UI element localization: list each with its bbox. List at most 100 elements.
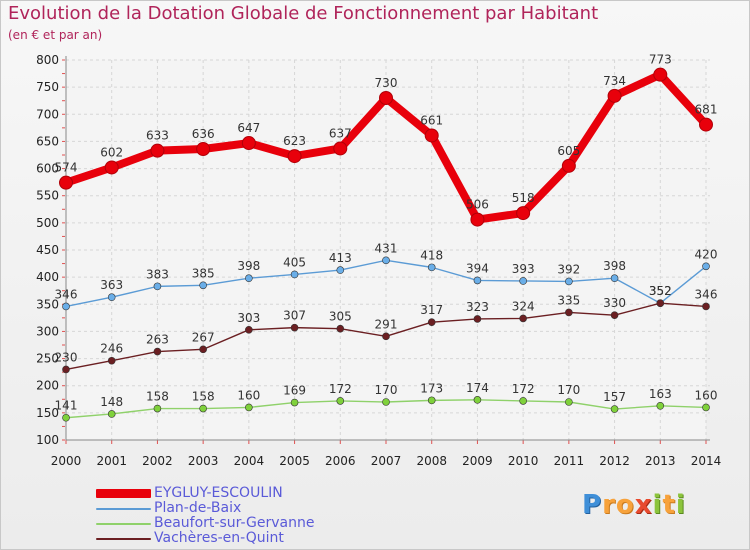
data-label-vach-res-en-quint: 346 — [695, 287, 718, 301]
data-point-vach-res-en-quint — [610, 311, 619, 319]
x-tick-label: 2001 — [96, 454, 127, 468]
x-tick-label: 2003 — [188, 454, 219, 468]
data-point-beaufort-sur-gervanne — [702, 403, 710, 412]
data-point-vach-res-en-quint — [245, 325, 253, 334]
x-tick-label: 2000 — [51, 454, 82, 468]
data-point-eygluy-escoulin — [424, 128, 439, 143]
data-label-eygluy-escoulin: 574 — [55, 161, 78, 175]
data-point-plan-de-baix — [199, 281, 207, 290]
data-point-eygluy-escoulin — [516, 206, 531, 221]
y-tick-label: 650 — [36, 134, 59, 148]
data-label-plan-de-baix: 398 — [237, 259, 260, 273]
data-point-beaufort-sur-gervanne — [336, 397, 345, 405]
data-point-beaufort-sur-gervanne — [382, 398, 390, 406]
y-tick-label: 600 — [36, 162, 59, 176]
y-tick-label: 550 — [36, 189, 59, 203]
chart-title: Evolution de la Dotation Globale de Fonc… — [8, 3, 599, 24]
legend-swatch-vacheres-en-quint — [96, 538, 151, 540]
data-point-plan-de-baix — [336, 266, 345, 274]
data-label-eygluy-escoulin: 661 — [420, 113, 443, 127]
data-point-beaufort-sur-gervanne — [565, 398, 573, 406]
data-point-plan-de-baix — [107, 293, 116, 302]
data-label-eygluy-escoulin: 602 — [100, 145, 123, 159]
x-tick-label: 2012 — [599, 454, 630, 468]
data-point-beaufort-sur-gervanne — [610, 405, 619, 413]
data-point-eygluy-escoulin — [561, 158, 576, 173]
data-point-eygluy-escoulin — [699, 117, 713, 132]
data-point-vach-res-en-quint — [702, 302, 710, 311]
x-tick-label: 2010 — [508, 454, 539, 468]
data-point-vach-res-en-quint — [519, 314, 527, 323]
data-label-eygluy-escoulin: 506 — [466, 198, 489, 212]
data-label-vach-res-en-quint: 330 — [603, 296, 626, 310]
data-point-eygluy-escoulin — [287, 149, 302, 164]
data-label-eygluy-escoulin: 681 — [695, 103, 718, 117]
legend-swatch-beaufort-sur-gervanne — [96, 523, 151, 525]
data-label-plan-de-baix: 431 — [375, 241, 398, 255]
data-point-vach-res-en-quint — [427, 318, 436, 327]
data-point-vach-res-en-quint — [382, 332, 390, 341]
data-point-vach-res-en-quint — [565, 308, 573, 317]
data-point-plan-de-baix — [290, 270, 299, 279]
x-tick-label: 2009 — [462, 454, 493, 468]
data-label-vach-res-en-quint: 324 — [512, 299, 535, 313]
y-tick-label: 150 — [36, 406, 59, 420]
data-label-plan-de-baix: 363 — [100, 278, 123, 292]
legend-label-eygluy-escoulin: EYGLUY-ESCOULIN — [154, 485, 283, 501]
data-label-beaufort-sur-gervanne: 163 — [649, 387, 672, 401]
data-point-plan-de-baix — [473, 276, 482, 285]
data-point-beaufort-sur-gervanne — [656, 401, 665, 410]
data-label-vach-res-en-quint: 303 — [237, 311, 260, 325]
data-point-vach-res-en-quint — [153, 347, 162, 356]
legend-swatch-plan-de-baix — [96, 508, 151, 510]
data-label-beaufort-sur-gervanne: 172 — [329, 382, 352, 396]
data-label-vach-res-en-quint: 267 — [192, 330, 215, 344]
data-label-beaufort-sur-gervanne: 169 — [283, 384, 306, 398]
data-point-plan-de-baix — [702, 262, 710, 271]
data-label-plan-de-baix: 385 — [192, 266, 215, 280]
data-label-beaufort-sur-gervanne: 158 — [146, 390, 169, 404]
data-point-eygluy-escoulin — [150, 143, 165, 158]
data-point-beaufort-sur-gervanne — [62, 413, 70, 422]
x-tick-label: 2011 — [554, 454, 585, 468]
data-point-eygluy-escoulin — [607, 88, 622, 103]
data-label-plan-de-baix: 383 — [146, 267, 169, 281]
data-label-beaufort-sur-gervanne: 148 — [100, 395, 123, 409]
data-point-eygluy-escoulin — [196, 142, 211, 157]
data-label-eygluy-escoulin: 633 — [146, 129, 169, 143]
data-label-eygluy-escoulin: 637 — [329, 126, 352, 140]
x-tick-label: 2002 — [142, 454, 173, 468]
data-label-beaufort-sur-gervanne: 157 — [603, 390, 626, 404]
x-tick-label: 2007 — [371, 454, 402, 468]
x-tick-label: 2008 — [416, 454, 447, 468]
data-point-eygluy-escoulin — [653, 67, 668, 82]
data-label-eygluy-escoulin: 734 — [603, 74, 626, 88]
data-point-eygluy-escoulin — [470, 212, 485, 227]
data-point-vach-res-en-quint — [107, 356, 116, 365]
data-label-beaufort-sur-gervanne: 141 — [55, 399, 78, 413]
data-point-eygluy-escoulin — [379, 91, 393, 105]
data-point-beaufort-sur-gervanne — [153, 404, 162, 413]
data-label-plan-de-baix: 393 — [512, 262, 535, 276]
data-label-plan-de-baix: 392 — [557, 262, 580, 276]
data-label-beaufort-sur-gervanne: 170 — [557, 383, 580, 397]
data-label-beaufort-sur-gervanne: 160 — [237, 388, 260, 402]
data-label-plan-de-baix: 420 — [695, 247, 718, 261]
data-point-beaufort-sur-gervanne — [245, 403, 253, 412]
y-tick-label: 750 — [36, 80, 59, 94]
data-label-beaufort-sur-gervanne: 158 — [192, 390, 215, 404]
data-label-vach-res-en-quint: 305 — [329, 310, 352, 324]
data-label-beaufort-sur-gervanne: 160 — [695, 388, 718, 402]
data-label-vach-res-en-quint: 323 — [466, 300, 489, 314]
data-point-vach-res-en-quint — [62, 365, 70, 374]
data-point-vach-res-en-quint — [290, 323, 299, 332]
data-label-plan-de-baix: 418 — [420, 248, 443, 262]
data-point-plan-de-baix — [427, 263, 436, 272]
data-label-vach-res-en-quint: 263 — [146, 333, 169, 347]
legend-label-plan-de-baix: Plan-de-Baix — [154, 500, 242, 516]
data-point-plan-de-baix — [382, 256, 390, 265]
data-point-beaufort-sur-gervanne — [519, 397, 527, 405]
data-label-beaufort-sur-gervanne: 170 — [375, 383, 398, 397]
data-label-vach-res-en-quint: 335 — [557, 293, 580, 307]
